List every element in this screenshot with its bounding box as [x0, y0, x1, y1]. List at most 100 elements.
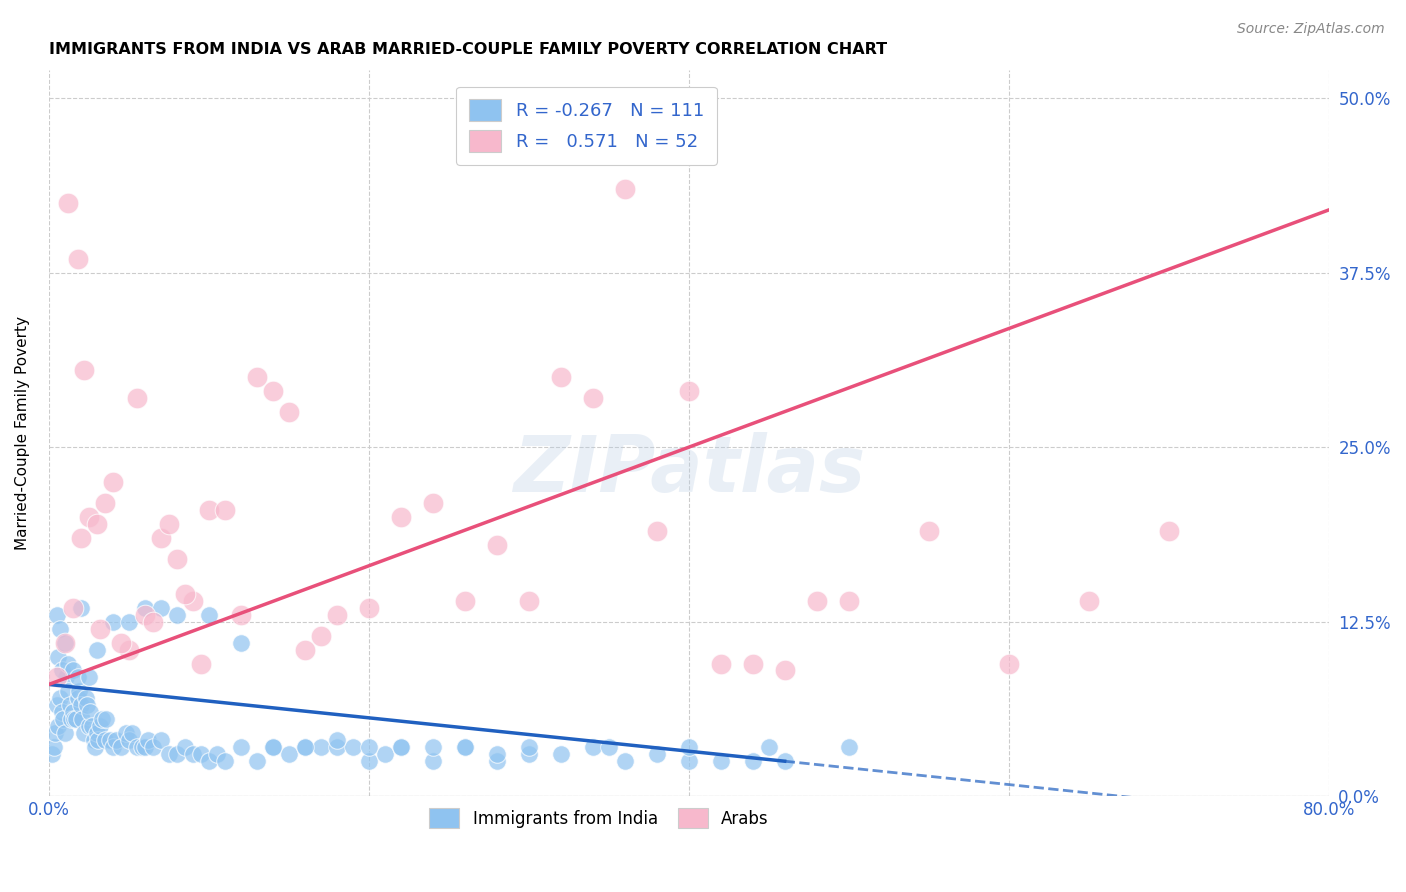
Point	[645, 524, 668, 538]
Point	[678, 754, 700, 768]
Point	[118, 733, 141, 747]
Point	[118, 642, 141, 657]
Point	[173, 740, 195, 755]
Point	[389, 740, 412, 755]
Point	[197, 503, 219, 517]
Y-axis label: Married-Couple Family Poverty: Married-Couple Family Poverty	[15, 317, 30, 550]
Point	[125, 740, 148, 755]
Point	[485, 747, 508, 762]
Point	[613, 182, 636, 196]
Point	[77, 510, 100, 524]
Point	[422, 754, 444, 768]
Text: ZIPatlas: ZIPatlas	[513, 432, 865, 508]
Point	[52, 712, 75, 726]
Point	[51, 664, 73, 678]
Point	[229, 607, 252, 622]
Point	[44, 726, 66, 740]
Point	[181, 593, 204, 607]
Point	[63, 712, 86, 726]
Point	[90, 712, 112, 726]
Point	[110, 635, 132, 649]
Point	[157, 747, 180, 762]
Point	[149, 600, 172, 615]
Point	[214, 754, 236, 768]
Point	[93, 733, 115, 747]
Point	[134, 607, 156, 622]
Point	[645, 747, 668, 762]
Point	[262, 740, 284, 755]
Point	[80, 719, 103, 733]
Point	[48, 649, 70, 664]
Point	[142, 740, 165, 755]
Point	[741, 657, 763, 671]
Point	[49, 622, 72, 636]
Point	[69, 698, 91, 713]
Point	[181, 747, 204, 762]
Point	[277, 405, 299, 419]
Point	[58, 698, 80, 713]
Point	[69, 600, 91, 615]
Point	[136, 733, 159, 747]
Point	[77, 719, 100, 733]
Point	[678, 384, 700, 399]
Point	[125, 392, 148, 406]
Point	[101, 475, 124, 489]
Point	[62, 706, 84, 720]
Point	[374, 747, 396, 762]
Point	[77, 670, 100, 684]
Point	[422, 740, 444, 755]
Point	[66, 252, 89, 266]
Point	[277, 747, 299, 762]
Point	[62, 600, 84, 615]
Point	[53, 635, 76, 649]
Point	[114, 726, 136, 740]
Point	[89, 622, 111, 636]
Point	[86, 726, 108, 740]
Point	[79, 706, 101, 720]
Point	[41, 747, 63, 762]
Point	[806, 593, 828, 607]
Point	[166, 552, 188, 566]
Point	[49, 691, 72, 706]
Point	[56, 657, 79, 671]
Point	[131, 740, 153, 755]
Point	[1157, 524, 1180, 538]
Point	[325, 740, 347, 755]
Point	[110, 740, 132, 755]
Point	[93, 496, 115, 510]
Point	[72, 712, 94, 726]
Point	[309, 740, 332, 755]
Point	[997, 657, 1019, 671]
Point	[325, 607, 347, 622]
Point	[173, 587, 195, 601]
Point	[149, 733, 172, 747]
Point	[229, 635, 252, 649]
Point	[325, 733, 347, 747]
Point	[710, 754, 733, 768]
Point	[357, 754, 380, 768]
Point	[357, 740, 380, 755]
Point	[214, 503, 236, 517]
Point	[229, 740, 252, 755]
Point	[86, 642, 108, 657]
Point	[67, 684, 90, 698]
Point	[205, 747, 228, 762]
Point	[60, 712, 83, 726]
Point	[598, 740, 620, 755]
Point	[190, 747, 212, 762]
Point	[101, 615, 124, 629]
Point	[918, 524, 941, 538]
Point	[422, 496, 444, 510]
Point	[309, 629, 332, 643]
Point	[389, 510, 412, 524]
Point	[98, 733, 121, 747]
Point	[66, 670, 89, 684]
Point	[550, 370, 572, 384]
Point	[104, 733, 127, 747]
Text: Source: ZipAtlas.com: Source: ZipAtlas.com	[1237, 22, 1385, 37]
Point	[86, 516, 108, 531]
Point	[838, 740, 860, 755]
Point	[134, 740, 156, 755]
Point	[53, 635, 76, 649]
Point	[389, 740, 412, 755]
